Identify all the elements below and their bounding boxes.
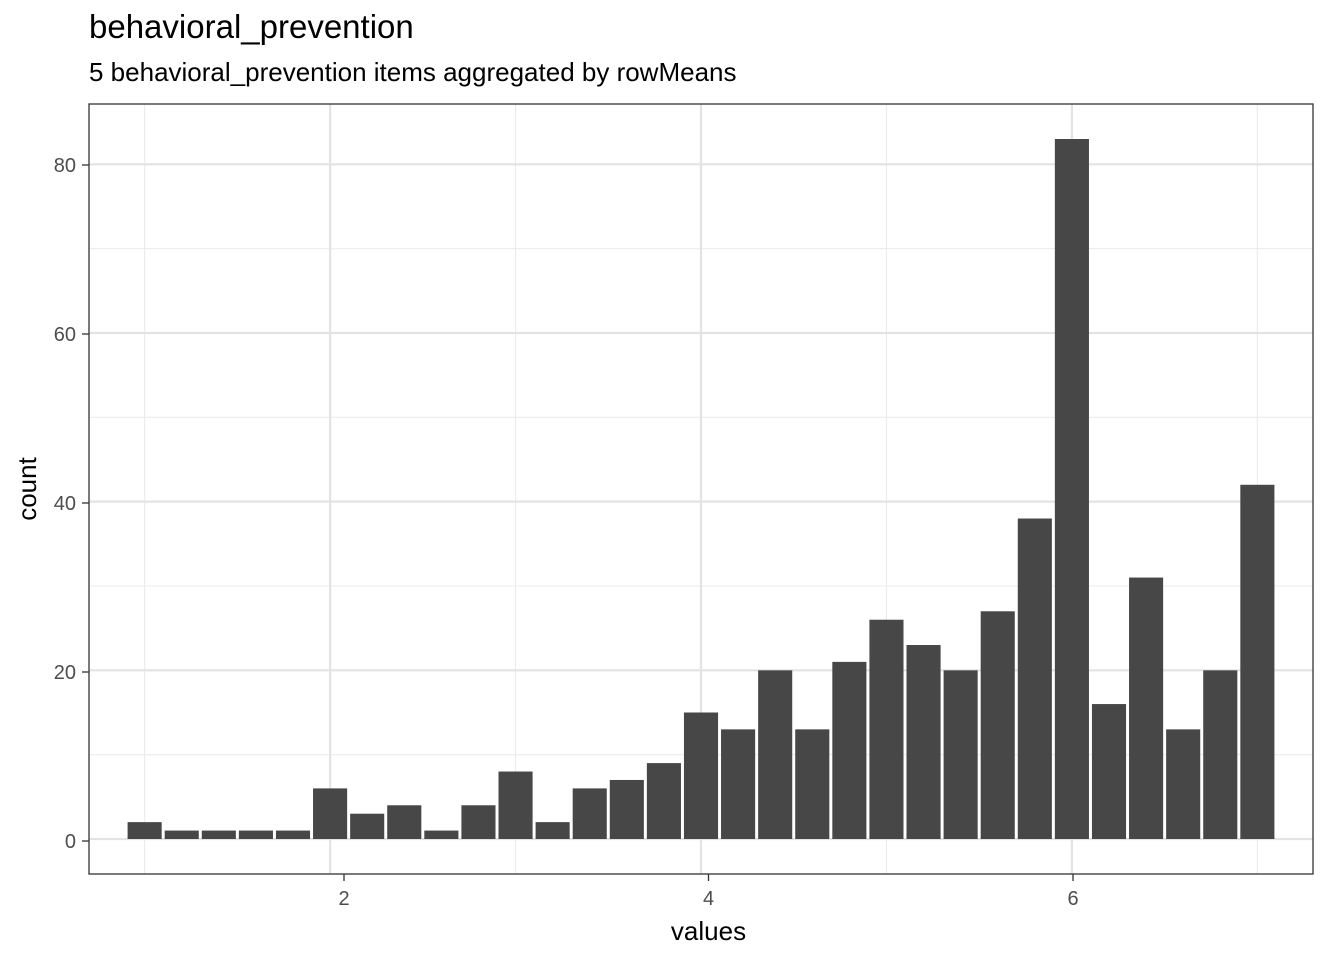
bar-25 — [1054, 139, 1089, 839]
bar-12 — [572, 788, 607, 839]
bar-8 — [424, 830, 459, 839]
bar-0 — [127, 822, 162, 839]
y-axis-title: count — [12, 456, 42, 520]
chart-title: behavioral_prevention — [89, 8, 414, 45]
bar-5 — [313, 788, 348, 839]
bar-17 — [758, 670, 793, 839]
x-tick-label-1: 4 — [703, 888, 714, 910]
y-axis: 0 20 40 60 80 — [54, 155, 89, 853]
bar-13 — [609, 779, 644, 839]
bar-10 — [498, 771, 533, 839]
bar-21 — [906, 645, 941, 839]
x-tick-label-2: 6 — [1067, 888, 1078, 910]
plot-border — [88, 103, 1314, 875]
bar-22 — [943, 670, 978, 839]
bar-19 — [832, 661, 867, 839]
bar-1 — [164, 830, 199, 839]
x-tick-label-0: 2 — [338, 888, 349, 910]
y-tick-label-1: 20 — [54, 662, 76, 684]
bar-9 — [461, 805, 496, 839]
bar-30 — [1240, 484, 1275, 839]
bar-15 — [683, 712, 719, 839]
x-axis: 2 4 6 — [338, 874, 1079, 910]
y-tick-label-4: 80 — [54, 155, 76, 177]
bar-16 — [721, 729, 756, 839]
y-tick-label-2: 40 — [54, 493, 76, 515]
bar-26 — [1091, 704, 1127, 839]
chart-subtitle: 5 behavioral_prevention items aggregated… — [89, 57, 737, 87]
bar-11 — [535, 822, 570, 839]
x-axis-title: values — [671, 916, 746, 946]
bar-4 — [275, 830, 311, 839]
bar-27 — [1129, 577, 1164, 839]
bar-6 — [350, 813, 385, 839]
bar-29 — [1203, 670, 1238, 839]
bar-28 — [1166, 729, 1201, 839]
bar-2 — [201, 830, 236, 839]
bars — [127, 139, 1275, 839]
bar-3 — [238, 830, 273, 839]
bar-24 — [1017, 518, 1052, 839]
bar-18 — [795, 729, 830, 839]
bar-23 — [980, 611, 1015, 839]
y-tick-label-3: 60 — [54, 324, 76, 346]
bar-7 — [387, 805, 422, 839]
bar-20 — [869, 619, 904, 839]
bar-14 — [646, 763, 681, 839]
y-tick-label-0: 0 — [65, 831, 76, 853]
